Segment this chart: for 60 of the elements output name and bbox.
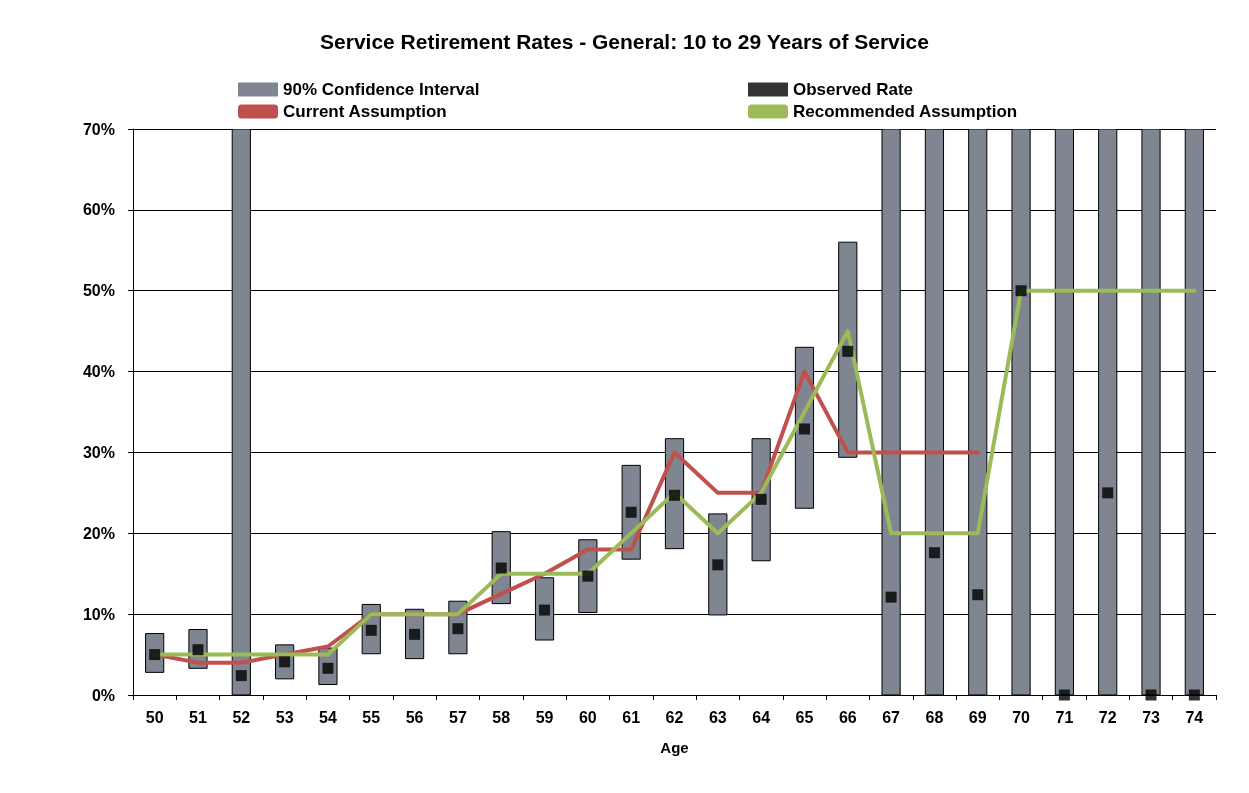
x-tick-label: 74 bbox=[1185, 708, 1204, 726]
x-tick-label: 52 bbox=[232, 708, 251, 726]
x-tick-label: 71 bbox=[1055, 708, 1074, 726]
y-tick-label: 70% bbox=[82, 120, 115, 138]
point bbox=[1058, 689, 1070, 701]
point bbox=[235, 670, 247, 682]
legend-label: Observed Rate bbox=[793, 80, 913, 99]
x-tick-label: 68 bbox=[925, 708, 944, 726]
x-axis-title: Age bbox=[660, 739, 689, 756]
x-tick-label: 54 bbox=[319, 708, 337, 726]
x-tick-label: 72 bbox=[1098, 708, 1117, 726]
point bbox=[365, 624, 377, 636]
point bbox=[625, 506, 637, 518]
point bbox=[1145, 689, 1157, 701]
x-tick-label: 73 bbox=[1142, 708, 1161, 726]
point bbox=[972, 589, 984, 601]
x-tick-label: 61 bbox=[622, 708, 641, 726]
x-tick-label: 65 bbox=[795, 708, 814, 726]
point bbox=[452, 623, 464, 635]
point bbox=[1102, 487, 1114, 499]
y-tick-label: 50% bbox=[82, 282, 115, 300]
point bbox=[539, 604, 551, 616]
chart-title: Service Retirement Rates - General: 10 to 29 Years of Service bbox=[320, 30, 929, 53]
x-tick-label: 66 bbox=[838, 708, 857, 726]
y-tick-label: 0% bbox=[91, 686, 115, 704]
x-tick-label: 58 bbox=[492, 708, 511, 726]
point bbox=[798, 423, 810, 435]
point bbox=[495, 562, 507, 574]
y-tick-label: 30% bbox=[82, 443, 115, 461]
point bbox=[712, 559, 724, 571]
legend-label: 90% Confidence Interval bbox=[283, 80, 480, 99]
x-tick-label: 56 bbox=[405, 708, 424, 726]
x-tick-label: 64 bbox=[752, 708, 771, 726]
point bbox=[1188, 689, 1200, 701]
y-tick-label: 40% bbox=[82, 363, 115, 381]
x-tick-label: 70 bbox=[1012, 708, 1031, 726]
x-tick-label: 50 bbox=[145, 708, 164, 726]
x-tick-label: 53 bbox=[275, 708, 294, 726]
x-tick-label: 59 bbox=[535, 708, 554, 726]
x-tick-label: 63 bbox=[708, 708, 727, 726]
point bbox=[409, 628, 421, 640]
point bbox=[928, 547, 940, 559]
x-tick-label: 69 bbox=[968, 708, 987, 726]
point bbox=[842, 345, 854, 357]
x-tick-label: 55 bbox=[362, 708, 381, 726]
x-tick-label: 62 bbox=[665, 708, 684, 726]
y-tick-label: 10% bbox=[82, 605, 115, 623]
point bbox=[582, 570, 594, 582]
y-tick-label: 60% bbox=[82, 201, 115, 219]
y-tick-label: 20% bbox=[82, 524, 115, 542]
legend-label: Current Assumption bbox=[283, 102, 447, 121]
point bbox=[755, 493, 767, 505]
point bbox=[885, 591, 897, 603]
legend-label: Recommended Assumption bbox=[793, 102, 1018, 121]
x-tick-label: 57 bbox=[449, 708, 467, 726]
x-tick-label: 60 bbox=[578, 708, 597, 726]
point bbox=[669, 489, 680, 501]
x-tick-label: 51 bbox=[189, 708, 207, 726]
point bbox=[1015, 285, 1027, 297]
x-tick-label: 67 bbox=[882, 708, 901, 726]
